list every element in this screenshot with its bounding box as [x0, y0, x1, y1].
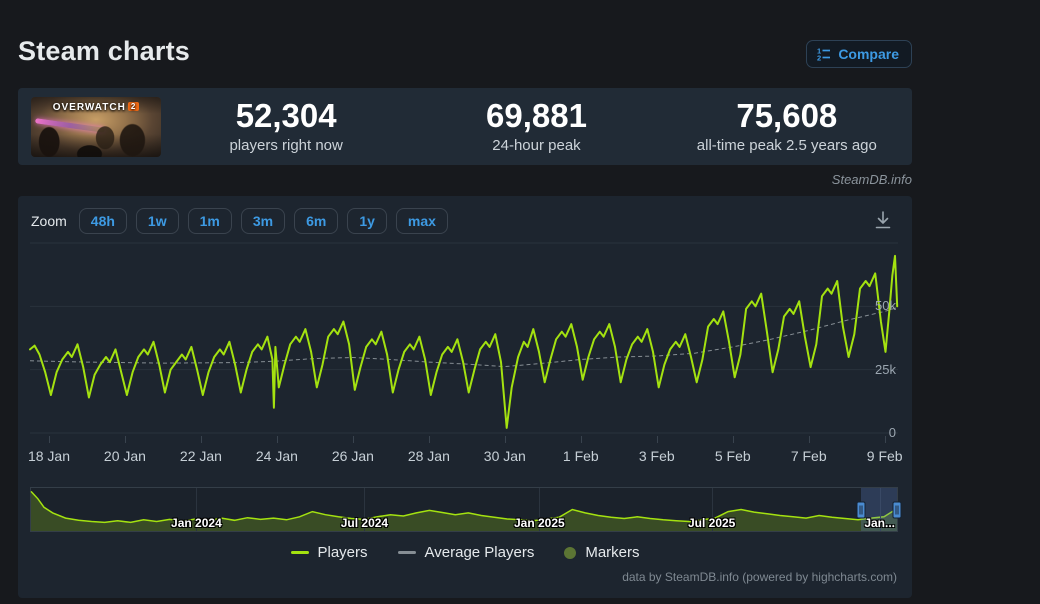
x-tick-mark — [428, 436, 430, 443]
page-content: Steam charts 1 2 Compare OVERWATCH 2 52,3… — [18, 0, 912, 604]
zoom-range-button-1y[interactable]: 1y — [347, 208, 387, 234]
legend-swatch-line — [397, 551, 416, 554]
stat-current-players: 52,304 players right now — [161, 99, 411, 154]
page-title: Steam charts — [18, 36, 190, 66]
navigator-label-Jan-: Jan... — [864, 516, 896, 530]
zoom-range-toolbar: Zoom 48h 1w 1m 3m 6m 1y max — [31, 208, 448, 234]
game-logo: OVERWATCH 2 — [31, 101, 161, 113]
svg-text:1: 1 — [817, 47, 821, 56]
stat-label: 24-hour peak — [492, 136, 581, 154]
compare-button[interactable]: 1 2 Compare — [806, 40, 912, 68]
navigator-gridline — [364, 488, 366, 531]
x-tick-mark — [200, 436, 202, 443]
x-tick-mark — [884, 436, 886, 443]
x-axis-label-3-Feb: 3 Feb — [638, 448, 675, 464]
x-tick-mark — [124, 436, 126, 443]
navigator-left-handle[interactable] — [856, 501, 866, 518]
zoom-range-button-max[interactable]: max — [395, 208, 448, 234]
game-logo-badge: 2 — [127, 101, 140, 111]
stat-label: all-time peak 2.5 years ago — [696, 136, 877, 154]
legend-label: Markers — [585, 544, 640, 561]
y-axis-label-25k: 25k — [875, 361, 896, 377]
stats-panel: OVERWATCH 2 52,304 players right now 69,8… — [18, 88, 912, 165]
chart-panel: Zoom 48h 1w 1m 3m 6m 1y max 50k 25k 0 18 Jan 20 J… — [18, 196, 912, 598]
x-tick-mark — [48, 436, 50, 443]
range-navigator[interactable]: Jan 2024 Jul 2024 Jan 2025 Jul 2025 Jan... — [30, 487, 902, 532]
legend-swatch-circle — [564, 546, 577, 559]
x-axis-label-20-Jan: 20 Jan — [103, 448, 146, 464]
zoom-range-button-6m[interactable]: 6m — [294, 208, 339, 234]
x-axis-label-28-Jan: 28 Jan — [407, 448, 450, 464]
legend-label: Average Players — [424, 544, 535, 561]
legend-item-markers[interactable]: Markers — [564, 544, 640, 561]
y-axis-label-0: 0 — [888, 425, 896, 440]
players-line — [29, 254, 899, 429]
average-players-line — [29, 307, 898, 368]
compare-list-ol-icon: 1 2 — [817, 47, 831, 61]
navigator-gridline — [539, 488, 541, 531]
x-axis-label-5-Feb: 5 Feb — [714, 448, 751, 464]
chart-legend: Players Average Players Markers — [18, 544, 912, 561]
steamdb-watermark: SteamDB.info — [831, 172, 912, 187]
x-axis-label-24-Jan: 24 Jan — [255, 448, 298, 464]
navigator-line — [30, 490, 898, 524]
chart-credits[interactable]: data by SteamDB.info (powered by highcha… — [622, 570, 897, 584]
main-chart-plot-area[interactable]: 50k 25k 0 — [29, 242, 899, 440]
x-axis-label-7-Feb: 7 Feb — [790, 448, 827, 464]
navigator-area — [31, 491, 897, 531]
game-capsule-image[interactable]: OVERWATCH 2 — [31, 96, 161, 157]
y-axis-label-50k: 50k — [875, 298, 896, 314]
x-tick-mark — [276, 436, 278, 443]
x-tick-mark — [732, 436, 734, 443]
x-tick-mark — [808, 436, 810, 443]
navigator-mini-chart — [30, 490, 898, 531]
x-axis-label-30-Jan: 30 Jan — [483, 448, 526, 464]
legend-item-average-players[interactable]: Average Players — [397, 544, 535, 561]
zoom-range-button-1w[interactable]: 1w — [135, 208, 179, 234]
navigator-label-Jul-2024: Jul 2024 — [340, 516, 389, 530]
x-tick-mark — [352, 436, 354, 443]
navigator-gridline — [879, 488, 881, 531]
stat-24h-peak: 69,881 24-hour peak — [411, 99, 661, 154]
stat-alltime-peak: 75,608 all-time peak 2.5 years ago — [662, 99, 912, 154]
zoom-label: Zoom — [31, 213, 67, 229]
legend-item-players[interactable]: Players — [290, 544, 368, 561]
download-chart-icon[interactable] — [872, 209, 896, 233]
zoom-range-button-3m[interactable]: 3m — [240, 208, 286, 234]
x-axis-label-9-Feb: 9 Feb — [866, 448, 903, 464]
x-axis-label-26-Jan: 26 Jan — [331, 448, 374, 464]
stat-value: 52,304 — [235, 97, 337, 135]
zoom-range-button-1m[interactable]: 1m — [187, 208, 232, 234]
stat-value: 75,608 — [736, 97, 838, 135]
stat-label: players right now — [229, 136, 343, 154]
x-tick-mark — [656, 436, 658, 443]
legend-label: Players — [317, 544, 368, 561]
navigator-right-handle[interactable] — [892, 501, 902, 518]
svg-text:2: 2 — [817, 54, 821, 62]
x-axis-label-18-Jan: 18 Jan — [27, 448, 71, 464]
navigator-label-Jan-2025: Jan 2025 — [513, 516, 565, 530]
stat-value: 69,881 — [486, 97, 587, 135]
navigator-label-Jul-2025: Jul 2025 — [687, 516, 736, 530]
compare-button-label: Compare — [838, 46, 899, 62]
gridlines — [30, 242, 898, 434]
x-tick-mark — [580, 436, 582, 443]
x-axis-label-22-Jan: 22 Jan — [179, 448, 222, 464]
navigator-selected-range[interactable] — [860, 488, 897, 531]
navigator-label-Jan-2024: Jan 2024 — [171, 516, 222, 530]
x-axis-label-1-Feb: 1 Feb — [562, 448, 599, 464]
navigator-gridline — [196, 488, 198, 531]
x-axis: 18 Jan 20 Jan 22 Jan 24 Jan 26 Jan 28 Jan 30 J… — [27, 433, 903, 467]
x-tick-mark — [504, 436, 506, 443]
legend-swatch-line — [290, 551, 309, 554]
players-chart — [29, 242, 899, 434]
zoom-range-button-48h[interactable]: 48h — [78, 208, 127, 234]
navigator-gridline — [711, 488, 713, 531]
